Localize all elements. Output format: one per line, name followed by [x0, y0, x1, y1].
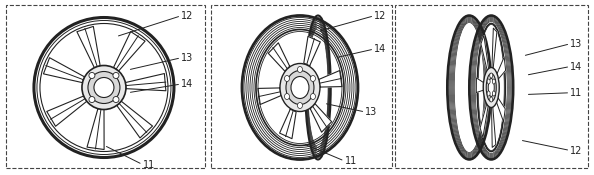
- Ellipse shape: [298, 66, 302, 72]
- Polygon shape: [492, 28, 497, 69]
- Circle shape: [94, 78, 114, 97]
- Circle shape: [113, 97, 119, 103]
- Ellipse shape: [311, 93, 315, 100]
- Bar: [6, 5, 205, 168]
- Polygon shape: [113, 32, 145, 71]
- Polygon shape: [125, 74, 166, 91]
- Ellipse shape: [298, 103, 302, 108]
- Text: 13: 13: [181, 53, 194, 63]
- Polygon shape: [481, 35, 489, 73]
- Polygon shape: [77, 26, 100, 68]
- Text: 13: 13: [570, 39, 583, 49]
- Ellipse shape: [484, 68, 499, 107]
- Bar: [211, 5, 392, 168]
- Circle shape: [89, 72, 95, 78]
- Ellipse shape: [486, 74, 496, 102]
- Circle shape: [82, 65, 126, 110]
- Ellipse shape: [291, 76, 309, 99]
- Text: 11: 11: [143, 159, 155, 170]
- Circle shape: [88, 72, 120, 103]
- Ellipse shape: [487, 79, 490, 84]
- Polygon shape: [87, 109, 104, 149]
- Polygon shape: [480, 101, 488, 137]
- Circle shape: [89, 97, 95, 103]
- Polygon shape: [495, 95, 505, 122]
- Ellipse shape: [492, 91, 495, 96]
- Polygon shape: [280, 109, 296, 139]
- Polygon shape: [258, 88, 281, 104]
- Polygon shape: [476, 78, 486, 93]
- Text: 14: 14: [181, 79, 194, 89]
- Ellipse shape: [488, 79, 494, 96]
- Ellipse shape: [487, 91, 490, 96]
- Polygon shape: [47, 96, 87, 126]
- Polygon shape: [304, 36, 320, 66]
- Ellipse shape: [489, 73, 493, 78]
- Polygon shape: [319, 71, 342, 87]
- Polygon shape: [117, 101, 153, 138]
- Text: 13: 13: [365, 107, 378, 117]
- Ellipse shape: [285, 93, 289, 100]
- Text: 11: 11: [345, 156, 357, 166]
- Polygon shape: [495, 57, 505, 82]
- Text: 12: 12: [374, 11, 387, 21]
- Ellipse shape: [286, 71, 314, 104]
- Bar: [395, 5, 588, 168]
- Text: 12: 12: [570, 145, 583, 156]
- Text: 14: 14: [374, 44, 387, 54]
- Text: 14: 14: [570, 61, 583, 72]
- Circle shape: [113, 72, 119, 78]
- Ellipse shape: [280, 64, 320, 111]
- Ellipse shape: [285, 75, 289, 82]
- Polygon shape: [268, 43, 290, 71]
- Ellipse shape: [489, 97, 493, 102]
- Polygon shape: [43, 58, 85, 83]
- Text: 11: 11: [570, 88, 583, 98]
- Ellipse shape: [492, 79, 495, 84]
- Text: 12: 12: [181, 11, 194, 21]
- Polygon shape: [310, 104, 331, 132]
- Polygon shape: [492, 107, 496, 147]
- Ellipse shape: [311, 75, 315, 82]
